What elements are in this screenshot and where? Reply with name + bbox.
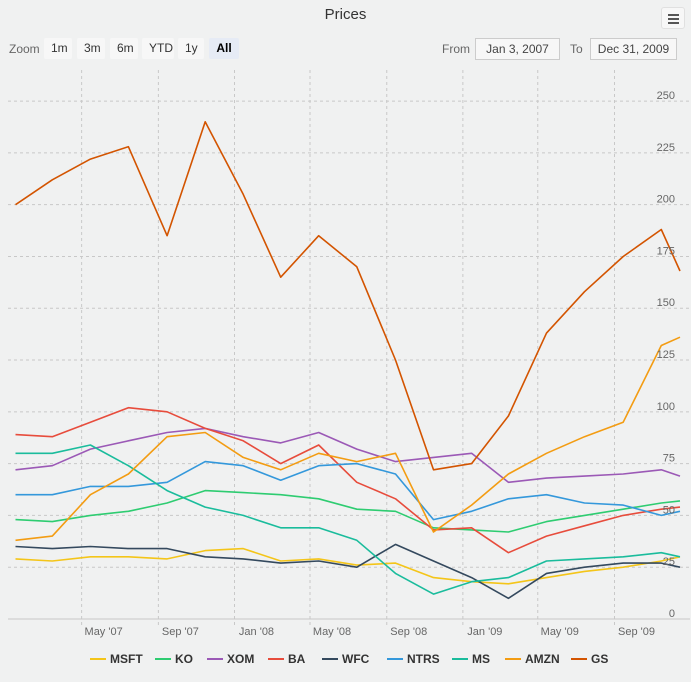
legend-label: AMZN — [525, 652, 560, 666]
y-tick-label: 0 — [669, 608, 675, 620]
x-tick-label: Jan '08 — [239, 626, 274, 638]
hamburger-icon — [668, 14, 679, 16]
zoom-1y-button[interactable]: 1y — [178, 38, 204, 59]
chart-title: Prices — [324, 6, 367, 23]
y-tick-label: 25 — [663, 556, 675, 568]
y-tick-label: 225 — [657, 142, 675, 154]
zoom-label: Zoom — [9, 42, 40, 56]
legend-label: XOM — [227, 652, 254, 666]
series-line-ntrs[interactable] — [15, 460, 681, 521]
legend-label: MSFT — [110, 652, 143, 666]
legend-item-ntrs[interactable]: NTRS — [387, 652, 440, 666]
y-tick-label: 175 — [657, 245, 675, 257]
legend-label: GS — [591, 652, 608, 666]
y-tick-label: 250 — [657, 90, 675, 102]
legend-label: KO — [175, 652, 193, 666]
y-tick-label: 150 — [657, 297, 675, 309]
series-line-ba[interactable] — [15, 406, 681, 554]
series-line-ko[interactable] — [15, 489, 681, 533]
zoom-3m-button[interactable]: 3m — [77, 38, 105, 59]
legend-item-msft[interactable]: MSFT — [90, 652, 143, 666]
series-line-xom[interactable] — [15, 427, 681, 484]
zoom-ytd-button[interactable]: YTD — [142, 38, 174, 59]
series-line-ms[interactable] — [15, 444, 681, 595]
from-label: From — [442, 42, 470, 56]
y-tick-label: 50 — [663, 504, 675, 516]
legend-item-ba[interactable]: BA — [268, 652, 306, 666]
series-line-gs[interactable] — [15, 121, 681, 471]
legend-label: WFC — [342, 652, 370, 666]
legend-item-ms[interactable]: MS — [452, 652, 490, 666]
legend-label: BA — [288, 652, 306, 666]
legend-item-gs[interactable]: GS — [571, 652, 608, 666]
x-tick-label: Sep '08 — [390, 626, 427, 638]
x-tick-label: May '07 — [85, 626, 123, 638]
hamburger-icon-bar — [668, 18, 679, 20]
legend-item-ko[interactable]: KO — [155, 652, 193, 666]
x-tick-label: May '08 — [313, 626, 351, 638]
legend-label: MS — [472, 652, 490, 666]
series-line-amzn[interactable] — [15, 336, 681, 542]
legend-label: NTRS — [407, 652, 440, 666]
y-tick-label: 125 — [657, 349, 675, 361]
y-tick-label: 100 — [657, 401, 675, 413]
zoom-6m-button[interactable]: 6m — [110, 38, 138, 59]
legend-item-wfc[interactable]: WFC — [322, 652, 370, 666]
legend-item-xom[interactable]: XOM — [207, 652, 254, 666]
to-label: To — [570, 42, 583, 56]
series-line-wfc[interactable] — [15, 543, 681, 600]
x-tick-label: May '09 — [541, 626, 579, 638]
context-menu-button[interactable] — [661, 7, 685, 29]
x-tick-label: Sep '09 — [618, 626, 655, 638]
hamburger-icon-bar — [668, 22, 679, 24]
y-tick-label: 200 — [657, 194, 675, 206]
zoom-1m-button[interactable]: 1m — [44, 38, 72, 59]
zoom-all-button[interactable]: All — [209, 38, 239, 59]
x-tick-label: Jan '09 — [467, 626, 502, 638]
from-date-input[interactable]: Jan 3, 2007 — [475, 38, 560, 60]
legend-item-amzn[interactable]: AMZN — [505, 652, 560, 666]
series-line-msft[interactable] — [15, 547, 681, 585]
to-date-input[interactable]: Dec 31, 2009 — [590, 38, 677, 60]
x-tick-label: Sep '07 — [162, 626, 199, 638]
y-tick-label: 75 — [663, 453, 675, 465]
